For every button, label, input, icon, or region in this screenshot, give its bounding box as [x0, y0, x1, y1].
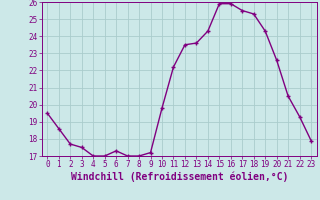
X-axis label: Windchill (Refroidissement éolien,°C): Windchill (Refroidissement éolien,°C) [70, 172, 288, 182]
